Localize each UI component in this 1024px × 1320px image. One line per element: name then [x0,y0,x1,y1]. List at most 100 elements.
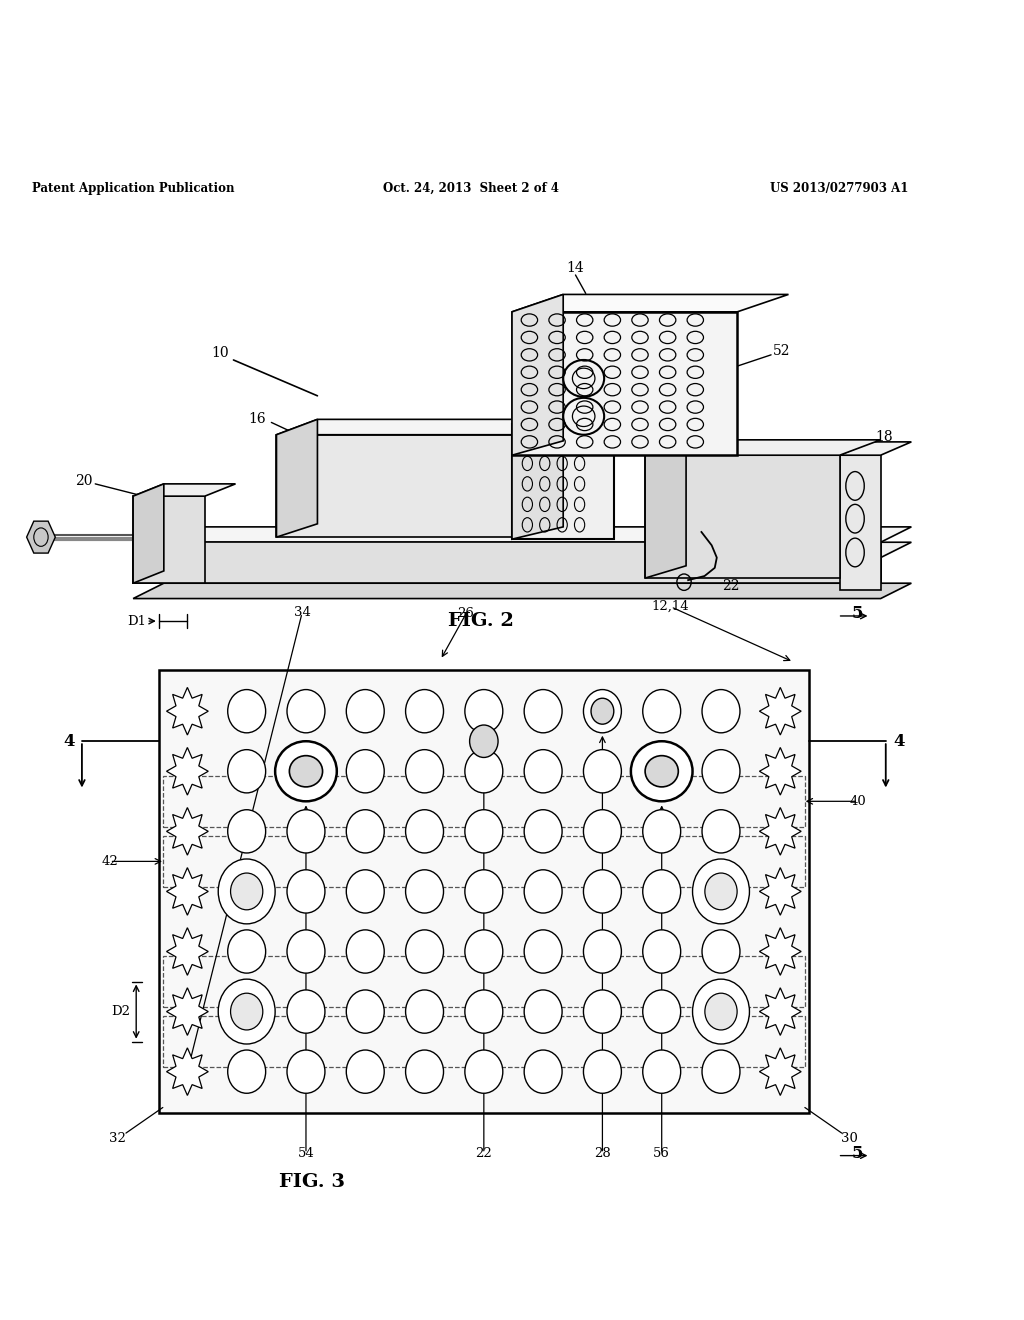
Ellipse shape [465,809,503,853]
Text: 52: 52 [773,343,791,358]
Text: 10: 10 [211,346,229,360]
Ellipse shape [230,993,263,1030]
Text: 28: 28 [594,1147,610,1160]
Polygon shape [512,294,563,455]
Ellipse shape [524,870,562,913]
Ellipse shape [692,859,750,924]
Ellipse shape [406,870,443,913]
Ellipse shape [702,1049,740,1093]
Polygon shape [512,294,788,312]
Ellipse shape [470,725,498,758]
Text: 54: 54 [298,1147,314,1160]
Text: 4: 4 [63,733,75,750]
Polygon shape [645,455,840,578]
Text: 12,14: 12,14 [652,601,689,614]
Ellipse shape [524,809,562,853]
Ellipse shape [406,689,443,733]
Ellipse shape [705,873,737,909]
Text: 20: 20 [75,474,92,488]
Ellipse shape [346,990,384,1034]
Text: 32: 32 [110,1131,126,1144]
Ellipse shape [465,990,503,1034]
Bar [163,1016,805,1067]
Polygon shape [512,425,614,539]
Ellipse shape [406,750,443,793]
Ellipse shape [406,1049,443,1093]
Text: US 2013/0277903 A1: US 2013/0277903 A1 [770,182,909,195]
Ellipse shape [643,870,681,913]
Polygon shape [512,409,563,539]
Ellipse shape [524,750,562,793]
Ellipse shape [406,929,443,973]
Ellipse shape [287,809,325,853]
Ellipse shape [584,750,622,793]
Text: 16: 16 [249,412,266,426]
Ellipse shape [227,1049,265,1093]
Bar [163,836,805,887]
Polygon shape [276,420,553,434]
Polygon shape [133,543,881,583]
Ellipse shape [643,809,681,853]
Polygon shape [133,484,164,583]
Polygon shape [27,521,55,553]
Ellipse shape [230,873,263,909]
Ellipse shape [584,929,622,973]
Polygon shape [760,867,801,915]
Text: Oct. 24, 2013  Sheet 2 of 4: Oct. 24, 2013 Sheet 2 of 4 [383,182,559,195]
Ellipse shape [702,689,740,733]
Polygon shape [167,808,208,855]
Text: 5: 5 [852,1144,863,1162]
Ellipse shape [227,750,265,793]
Ellipse shape [287,1049,325,1093]
Polygon shape [167,1048,208,1096]
Polygon shape [512,409,666,425]
Ellipse shape [465,689,503,733]
Ellipse shape [346,929,384,973]
Ellipse shape [346,689,384,733]
Polygon shape [167,928,208,975]
Polygon shape [760,1048,801,1096]
Polygon shape [840,455,881,590]
Text: 12: 12 [274,438,292,451]
Text: D1: D1 [127,615,146,627]
Ellipse shape [346,809,384,853]
Polygon shape [645,440,686,578]
Ellipse shape [584,870,622,913]
Ellipse shape [406,990,443,1034]
Text: D2: D2 [111,1005,130,1018]
Ellipse shape [645,755,678,787]
Polygon shape [167,987,208,1035]
Ellipse shape [287,689,325,733]
Ellipse shape [702,809,740,853]
Ellipse shape [524,990,562,1034]
Polygon shape [512,312,737,455]
Polygon shape [133,527,911,543]
Ellipse shape [702,929,740,973]
Polygon shape [760,928,801,975]
Ellipse shape [406,809,443,853]
Polygon shape [133,484,236,496]
Ellipse shape [218,979,275,1044]
Ellipse shape [591,698,613,725]
Bar [159,671,809,1113]
Text: 14: 14 [566,261,585,275]
Polygon shape [133,583,911,598]
Ellipse shape [584,809,622,853]
Ellipse shape [524,689,562,733]
Ellipse shape [287,990,325,1034]
Ellipse shape [287,870,325,913]
Polygon shape [167,688,208,735]
Ellipse shape [524,1049,562,1093]
Ellipse shape [346,750,384,793]
Text: 26: 26 [458,607,474,620]
Ellipse shape [643,1049,681,1093]
Polygon shape [133,543,911,557]
Polygon shape [167,867,208,915]
Text: 22: 22 [722,579,739,593]
Text: 40: 40 [850,795,866,808]
Ellipse shape [346,1049,384,1093]
Polygon shape [760,987,801,1035]
Ellipse shape [465,870,503,913]
Polygon shape [167,747,208,795]
Bar [163,776,805,826]
